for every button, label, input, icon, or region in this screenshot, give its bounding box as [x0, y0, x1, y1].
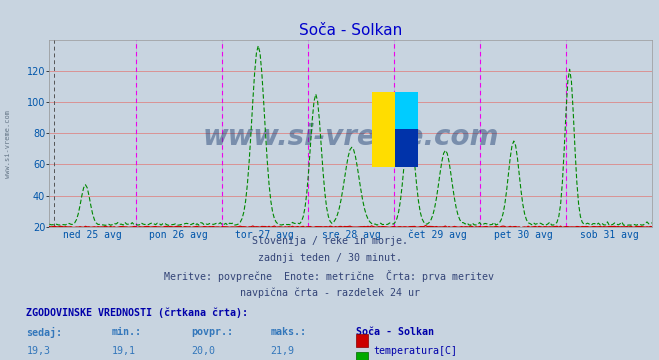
- Text: temperatura[C]: temperatura[C]: [373, 346, 457, 356]
- Bar: [395, 92, 418, 130]
- Text: 19,1: 19,1: [112, 346, 136, 356]
- Text: povpr.:: povpr.:: [191, 327, 233, 337]
- Title: Soča - Solkan: Soča - Solkan: [299, 23, 403, 39]
- Text: www.si-vreme.com: www.si-vreme.com: [5, 110, 11, 178]
- Text: min.:: min.:: [112, 327, 142, 337]
- Text: zadnji teden / 30 minut.: zadnji teden / 30 minut.: [258, 253, 401, 263]
- Text: sedaj:: sedaj:: [26, 327, 63, 338]
- Text: maks.:: maks.:: [270, 327, 306, 337]
- Bar: [372, 130, 395, 167]
- Text: navpična črta - razdelek 24 ur: navpična črta - razdelek 24 ur: [239, 288, 420, 298]
- Bar: [395, 130, 418, 167]
- Text: ZGODOVINSKE VREDNOSTI (črtkana črta):: ZGODOVINSKE VREDNOSTI (črtkana črta):: [26, 308, 248, 318]
- Text: Meritve: povprečne  Enote: metrične  Črta: prva meritev: Meritve: povprečne Enote: metrične Črta:…: [165, 270, 494, 282]
- Text: 20,0: 20,0: [191, 346, 215, 356]
- Text: www.si-vreme.com: www.si-vreme.com: [203, 123, 499, 151]
- Text: 21,9: 21,9: [270, 346, 294, 356]
- Bar: [372, 92, 395, 130]
- Text: 19,3: 19,3: [26, 346, 50, 356]
- Text: Slovenija / reke in morje.: Slovenija / reke in morje.: [252, 236, 407, 246]
- Text: Soča - Solkan: Soča - Solkan: [356, 327, 434, 337]
